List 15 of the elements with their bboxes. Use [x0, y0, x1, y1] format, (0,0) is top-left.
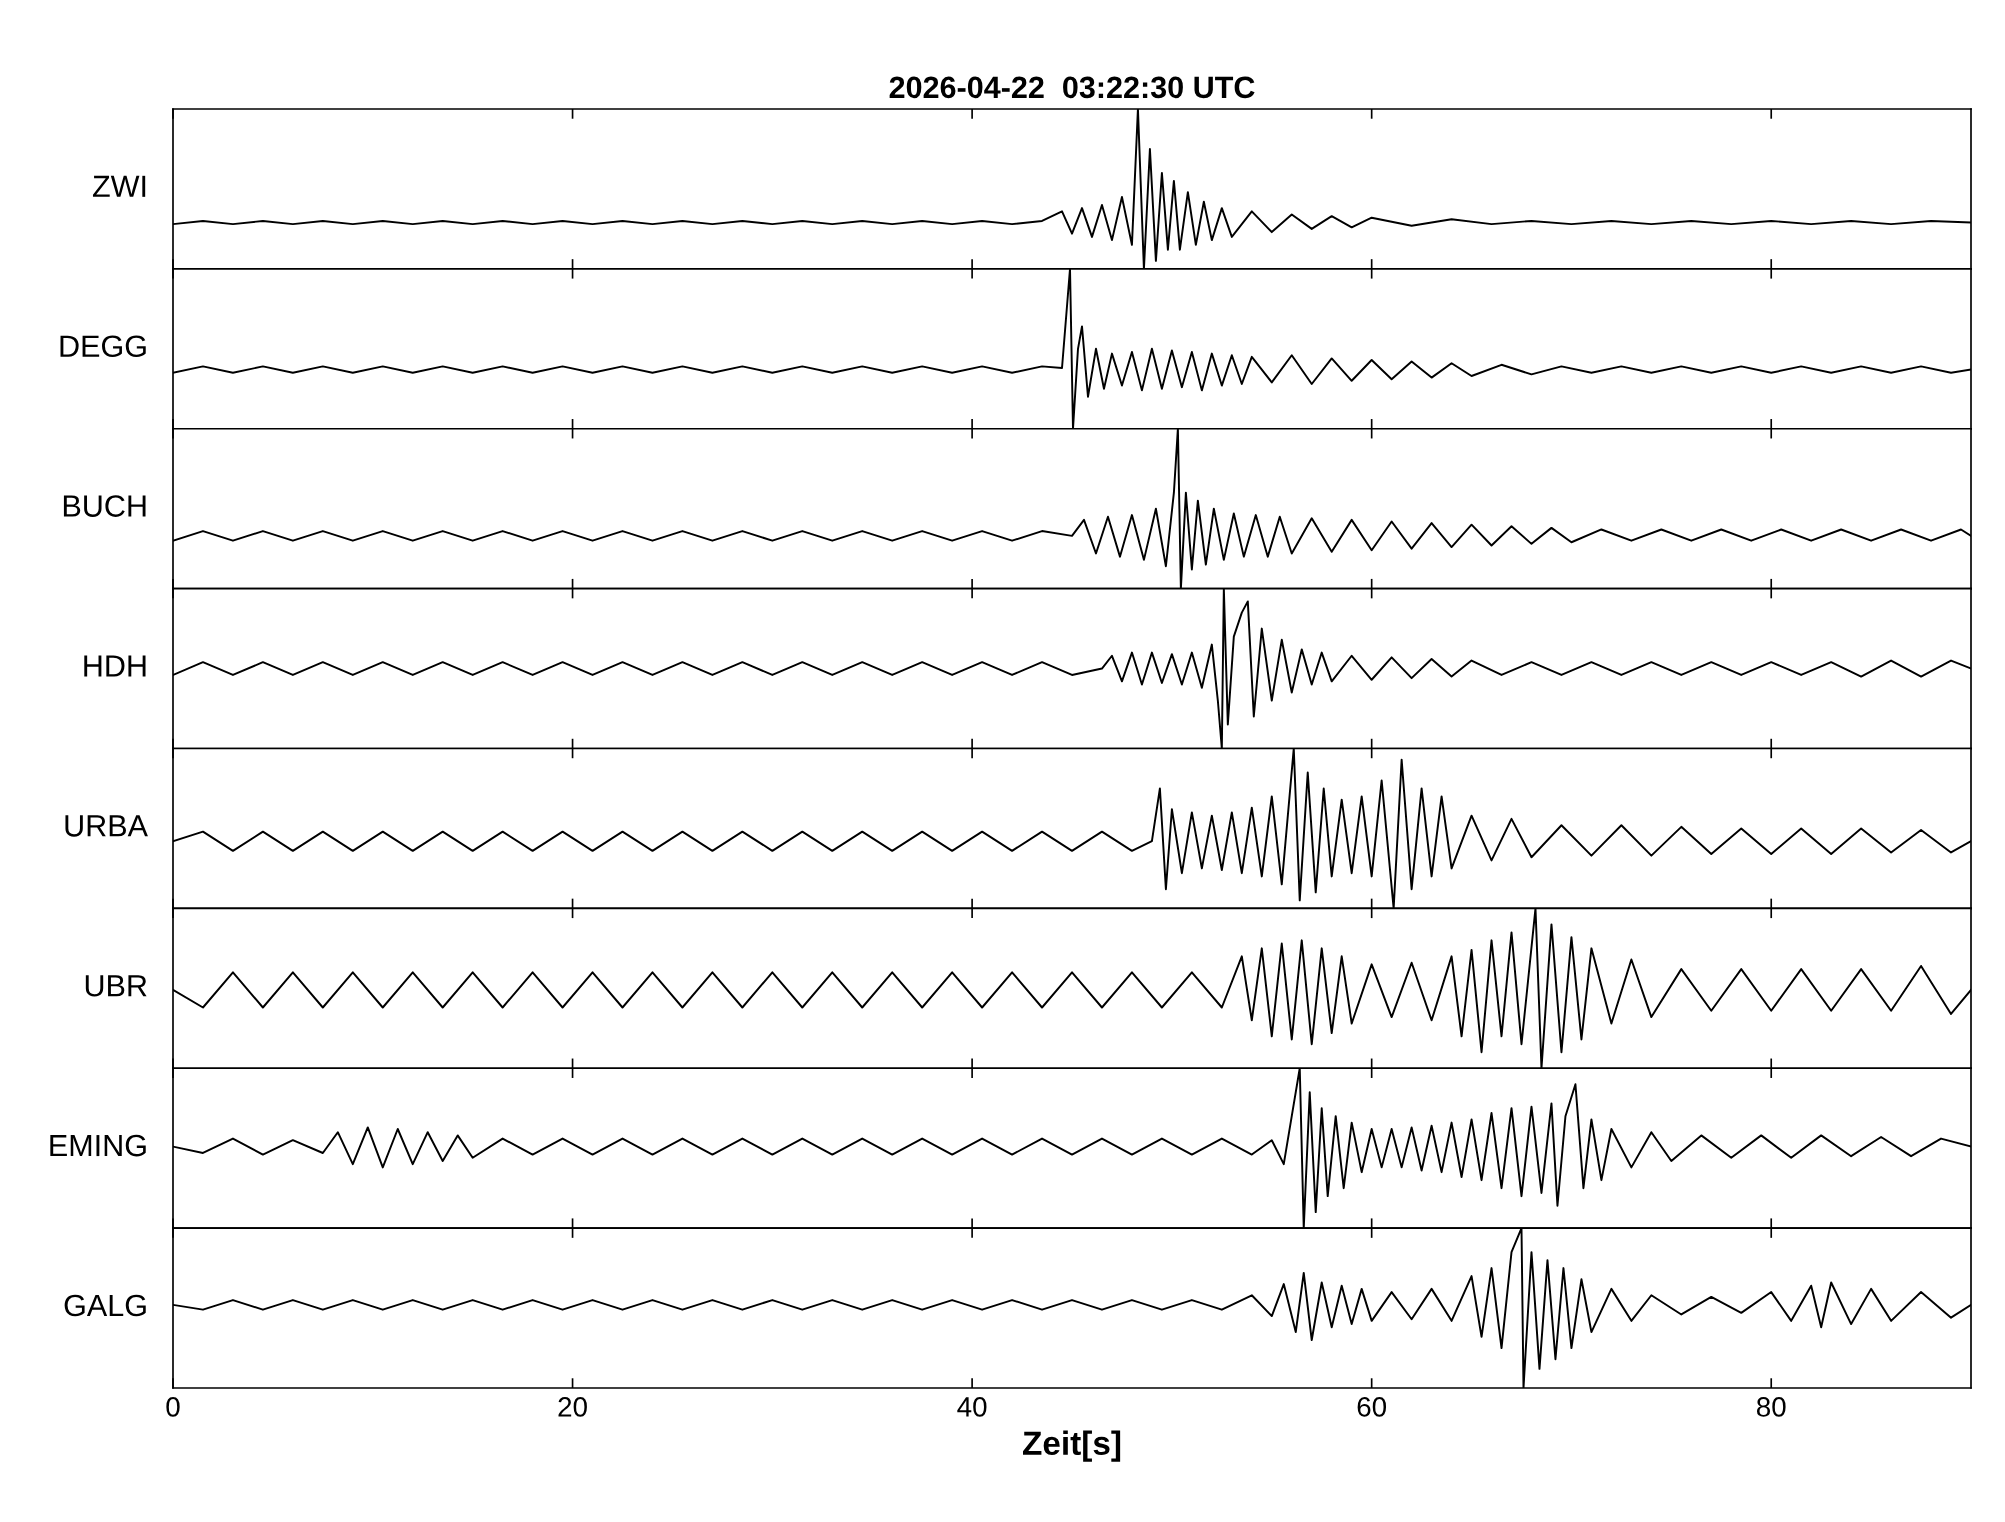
y-axis-title: ZWI — [92, 175, 146, 197]
y-axis-title: EMING — [50, 1134, 146, 1157]
y-axis-title: HDH — [84, 655, 146, 677]
y-axis-title: GALG — [64, 1294, 146, 1317]
x-tick-label: 40 — [957, 1397, 987, 1417]
x-tick-label: 80 — [1756, 1397, 1786, 1417]
y-axis-title: UBR — [85, 975, 147, 997]
y-axis-title: URBA — [65, 815, 148, 837]
x-axis-title: Zeit[s] — [1023, 1430, 1121, 1462]
y-axis-title: BUCH — [63, 495, 146, 517]
y-axis-title: DEGG — [60, 335, 146, 358]
x-tick-label: 20 — [558, 1397, 587, 1417]
x-tick-label: 0 — [166, 1397, 180, 1417]
x-tick-label: 60 — [1357, 1397, 1387, 1417]
chart-title: 2026-04-22 03:22:30 UTC — [889, 76, 1255, 99]
